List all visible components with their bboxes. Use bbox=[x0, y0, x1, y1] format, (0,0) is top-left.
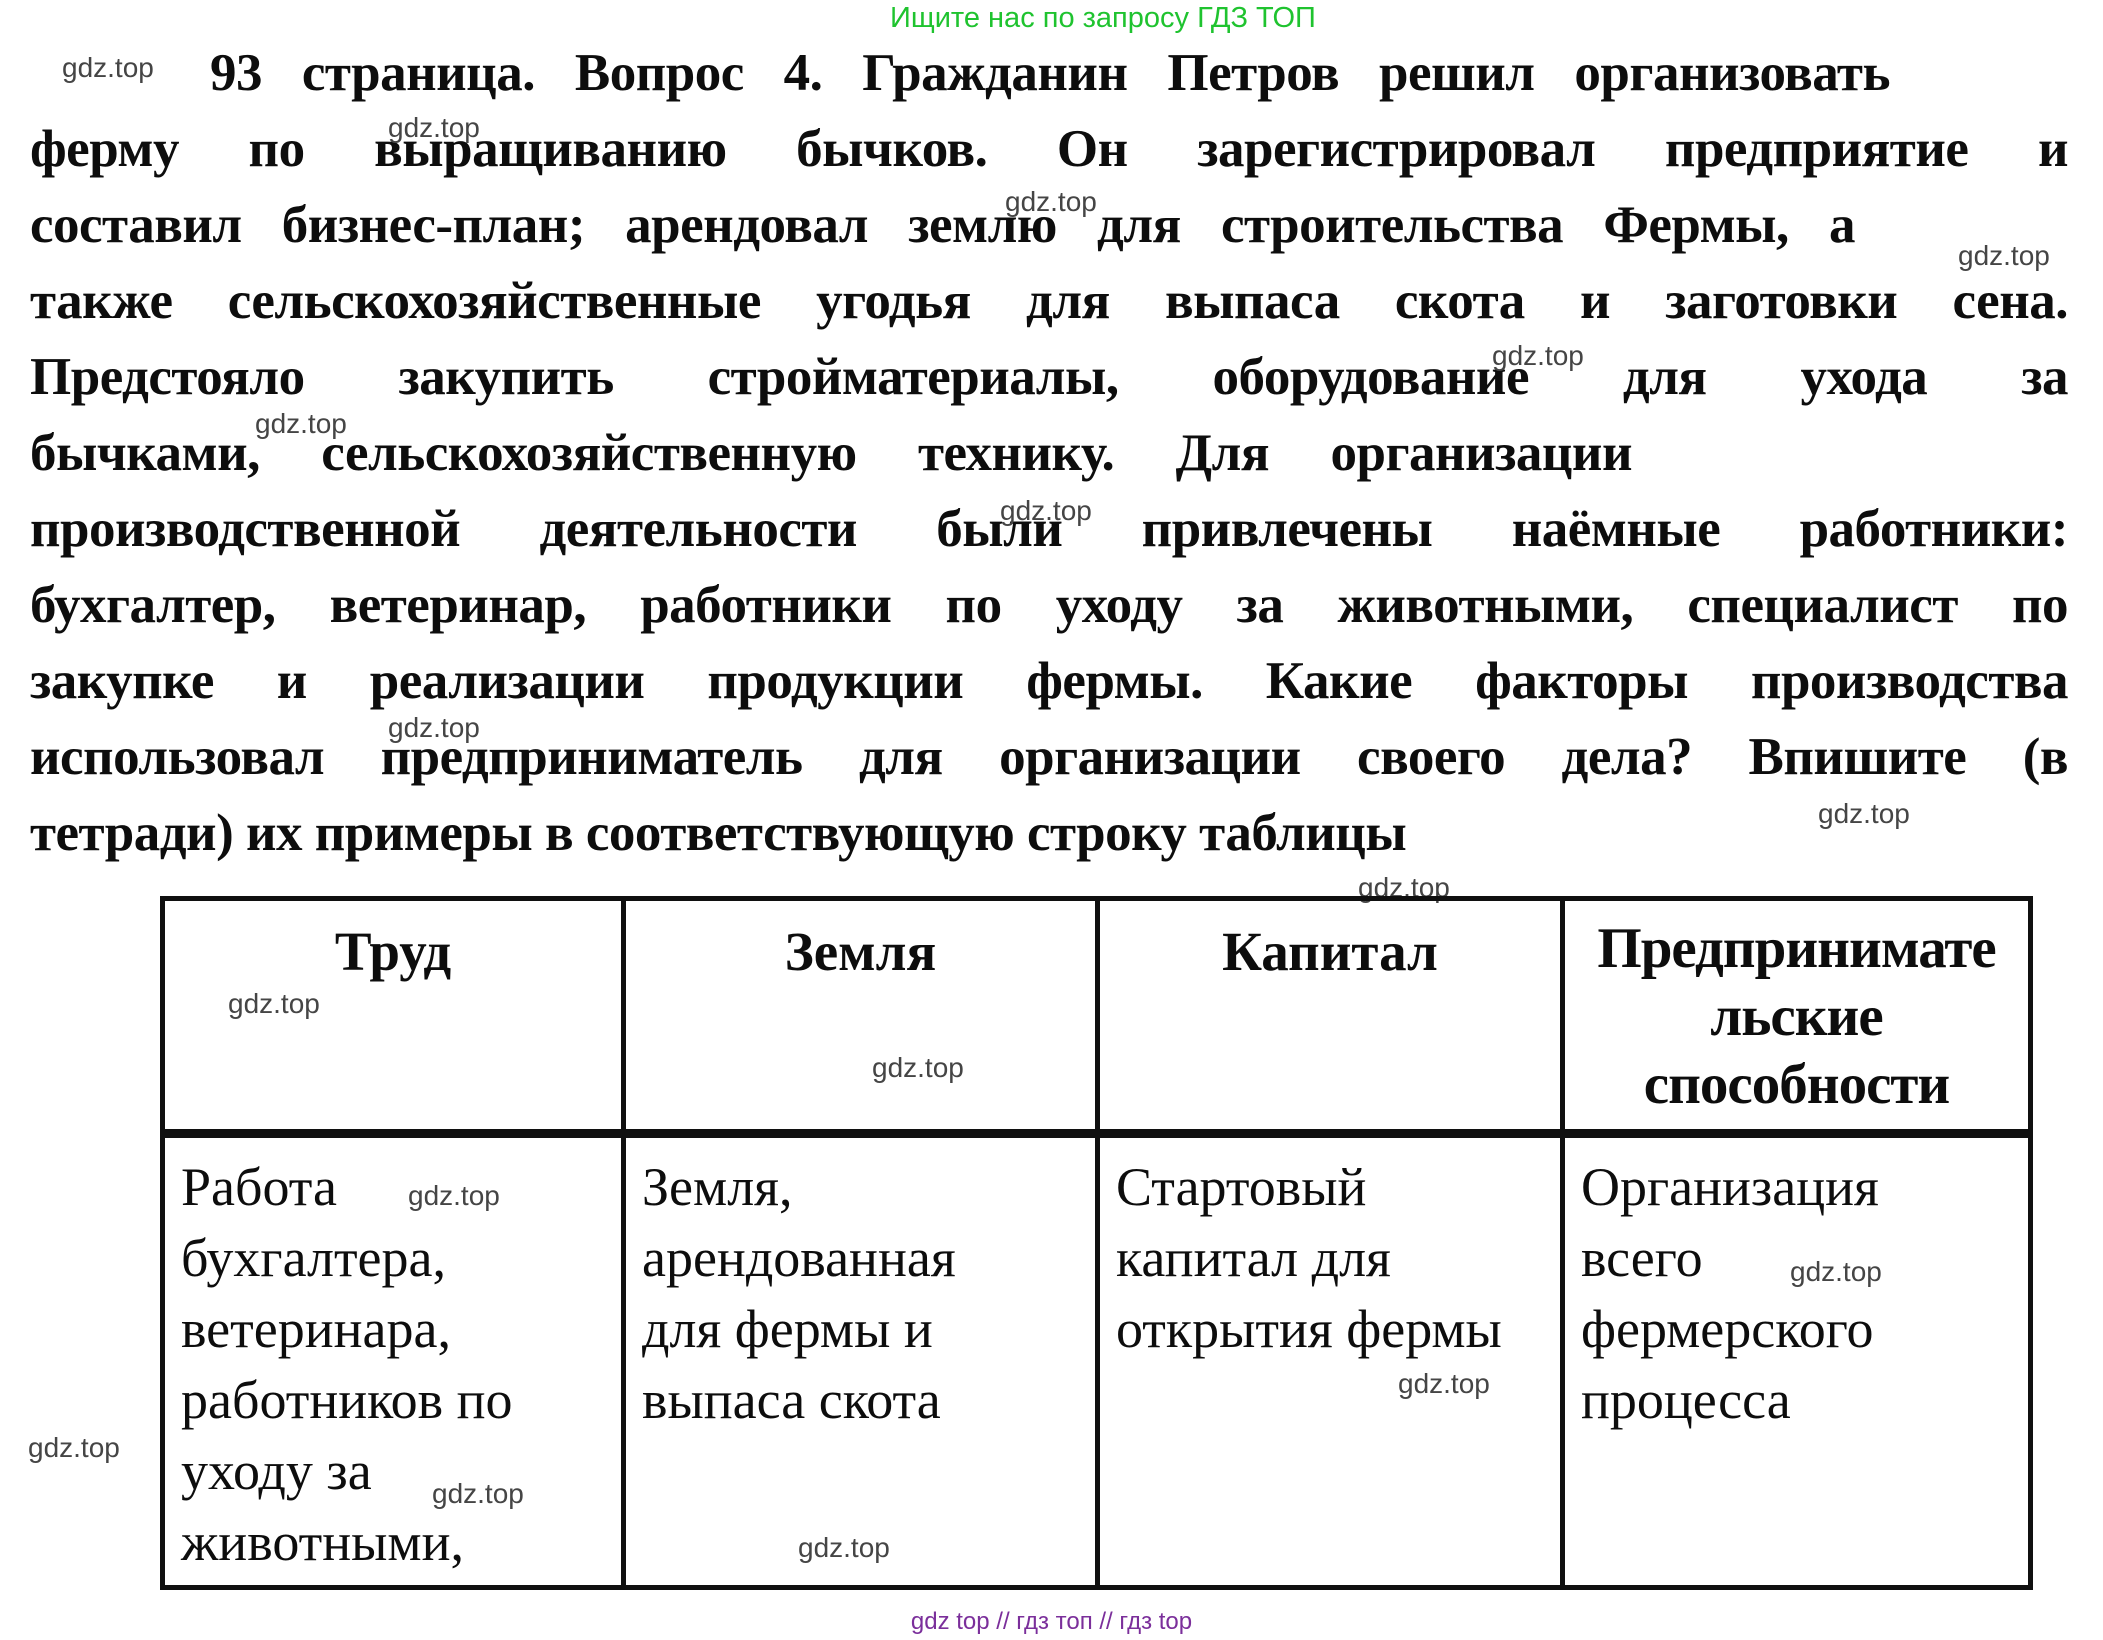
cell-line: открытия фермы bbox=[1116, 1299, 1502, 1359]
cell-capital: Стартовый капитал для открытия фермы bbox=[1100, 1138, 1565, 1585]
cell-line: всего bbox=[1581, 1228, 1703, 1288]
cell-labor: Работа бухгалтера, ветеринара, работнико… bbox=[165, 1138, 626, 1585]
paragraph-line: 93 страница. Вопрос 4. Гражданин Петров … bbox=[210, 44, 1891, 102]
watermark: gdz.top bbox=[1005, 186, 1097, 217]
watermark: gdz.top bbox=[62, 52, 154, 83]
cell-line: уходу за bbox=[181, 1441, 372, 1501]
cell-line: Организация bbox=[1581, 1157, 1879, 1217]
cell-line: ветеринара, bbox=[181, 1299, 451, 1359]
watermark: gdz.top bbox=[255, 408, 347, 439]
cell-line: животными, bbox=[181, 1512, 464, 1572]
paragraph-line: ферму по выращиванию бычков. Он зарегист… bbox=[30, 120, 2069, 178]
watermark: gdz.top bbox=[872, 1052, 964, 1083]
cell-land: Земля, арендованная для фермы и выпаса с… bbox=[626, 1138, 1100, 1585]
cell-line: капитал для bbox=[1116, 1228, 1391, 1288]
paragraph-line: Предстояло закупить стройматериалы, обор… bbox=[30, 348, 2069, 406]
header-label-line: льские bbox=[1710, 985, 1883, 1048]
header-label: Капитал bbox=[1222, 921, 1438, 982]
watermark: gdz.top bbox=[408, 1180, 500, 1211]
watermark: gdz.top bbox=[1818, 798, 1910, 829]
cell-line: работников по bbox=[181, 1370, 513, 1430]
watermark: gdz.top bbox=[1398, 1368, 1490, 1399]
watermark: gdz.top bbox=[388, 112, 480, 143]
cell-line: процесса bbox=[1581, 1370, 1791, 1430]
paragraph-line: производственной деятельности были привл… bbox=[30, 500, 2069, 558]
cell-line: Земля, bbox=[642, 1157, 793, 1217]
cell-line: Стартовый bbox=[1116, 1157, 1367, 1217]
cell-entrepreneurship: Организация всего фермерского процесса bbox=[1565, 1138, 2028, 1585]
paragraph-line: бычками, сельскохозяйственную технику. Д… bbox=[30, 424, 1633, 482]
watermark: gdz.top bbox=[798, 1532, 890, 1563]
watermark: gdz.top bbox=[388, 712, 480, 743]
watermark: gdz.top bbox=[1790, 1256, 1882, 1287]
cell-line: для фермы и bbox=[642, 1299, 933, 1359]
cell-line: Работа bbox=[181, 1157, 337, 1217]
header-label-line: способности bbox=[1643, 1053, 1950, 1116]
watermark: gdz.top bbox=[1958, 240, 2050, 271]
watermark: gdz.top bbox=[1000, 495, 1092, 526]
cell-line: арендованная bbox=[642, 1228, 956, 1288]
paragraph-line: бухгалтер, ветеринар, работники по уходу… bbox=[30, 576, 2069, 634]
table-header-capital: Капитал bbox=[1100, 901, 1565, 1138]
table-header-entrepreneurship: Предпринимате льские способности bbox=[1565, 901, 2028, 1138]
promo-banner-text: Ищите нас по запросу ГДЗ ТОП bbox=[890, 2, 1316, 34]
paragraph-line: составил бизнес-план; арендовал землю дл… bbox=[30, 196, 1856, 254]
footer-watermark: gdz top // гдз топ // гдз top bbox=[910, 1608, 1193, 1635]
table-header-land: Земля bbox=[626, 901, 1100, 1138]
factors-table: Труд Земля Капитал Предпринимате льские … bbox=[160, 896, 2033, 1590]
cell-line: выпаса скота bbox=[642, 1370, 941, 1430]
paragraph-line: тетради) их примеры в соответствующую ст… bbox=[30, 804, 1407, 862]
watermark: gdz.top bbox=[228, 988, 320, 1019]
header-label: Земля bbox=[784, 921, 937, 982]
watermark: gdz.top bbox=[1492, 340, 1584, 371]
table-header-labor: Труд bbox=[165, 901, 626, 1138]
paragraph-line: закупке и реализации продукции фермы. Ка… bbox=[30, 652, 2069, 710]
paragraph-line: использовал предприниматель для организа… bbox=[30, 728, 2069, 786]
watermark: gdz.top bbox=[28, 1432, 120, 1463]
header-label: Труд bbox=[334, 921, 452, 982]
watermark: gdz.top bbox=[432, 1478, 524, 1509]
header-label-line: Предпринимате bbox=[1597, 917, 1996, 980]
cell-line: бухгалтера, bbox=[181, 1228, 446, 1288]
paragraph-line: также сельскохозяйственные угодья для вы… bbox=[30, 272, 2069, 330]
cell-line: фермерского bbox=[1581, 1299, 1874, 1359]
